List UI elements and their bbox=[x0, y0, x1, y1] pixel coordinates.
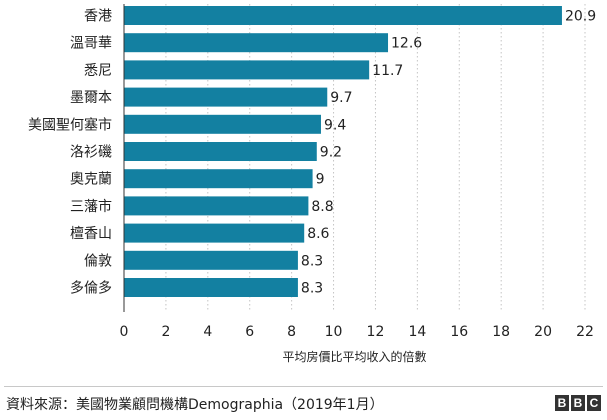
category-label: 香港 bbox=[84, 9, 112, 25]
value-label: 8.8 bbox=[311, 199, 333, 215]
value-labels: 20.9 12.6 11.7 9.7 9.4 9.2 9 8.8 8.6 8.3 8.3 bbox=[301, 9, 596, 297]
x-tick-label: 20 bbox=[534, 324, 552, 340]
category-label: 美國聖何塞市 bbox=[28, 116, 112, 133]
bars bbox=[124, 6, 562, 297]
bar bbox=[124, 278, 298, 297]
category-label: 墨爾本 bbox=[70, 90, 112, 106]
x-tick-label: 4 bbox=[203, 324, 212, 340]
bar bbox=[124, 142, 317, 161]
x-tick-label: 16 bbox=[450, 324, 468, 340]
bar bbox=[124, 114, 321, 134]
category-label: 奧克蘭 bbox=[70, 172, 112, 188]
bbc-logo-letter: C bbox=[587, 395, 601, 411]
value-label: 9.7 bbox=[330, 90, 352, 106]
bar bbox=[124, 223, 305, 243]
bbc-logo-letter: B bbox=[571, 395, 585, 411]
value-label: 8.3 bbox=[301, 281, 323, 297]
category-label: 檀香山 bbox=[70, 225, 112, 242]
bbc-logo-letter: B bbox=[555, 395, 569, 411]
value-label: 12.6 bbox=[391, 36, 422, 52]
bar bbox=[124, 196, 309, 216]
category-label: 溫哥華 bbox=[70, 36, 112, 52]
bar bbox=[124, 33, 389, 53]
x-tick-label: 18 bbox=[492, 324, 510, 340]
x-tick-label: 14 bbox=[408, 324, 426, 340]
x-tick-labels: 0 2 4 6 8 10 12 14 16 18 20 22 bbox=[120, 324, 594, 340]
x-tick-label: 22 bbox=[576, 324, 594, 340]
bar bbox=[124, 6, 562, 25]
category-label: 三藩市 bbox=[70, 198, 112, 215]
bar bbox=[124, 60, 370, 80]
value-label: 9 bbox=[316, 172, 325, 188]
value-label: 9.4 bbox=[324, 117, 346, 133]
source-note: 資料來源：美國物業顧問機構Demographia（2019年1月） bbox=[6, 397, 384, 413]
x-tick-label: 6 bbox=[245, 324, 254, 340]
x-tick-label: 12 bbox=[367, 324, 385, 340]
category-label: 多倫多 bbox=[70, 280, 112, 297]
x-tick-label: 2 bbox=[161, 324, 170, 340]
x-tick-label: 10 bbox=[325, 324, 343, 340]
category-label: 倫敦 bbox=[84, 253, 112, 269]
bbc-logo: B B C bbox=[555, 395, 601, 411]
x-axis-title: 平均房價比平均收入的倍數 bbox=[282, 349, 426, 364]
value-label: 20.9 bbox=[565, 9, 596, 25]
bar bbox=[124, 169, 313, 189]
value-label: 9.2 bbox=[320, 145, 342, 161]
value-label: 11.7 bbox=[372, 63, 403, 79]
bar bbox=[124, 87, 328, 107]
value-label: 8.3 bbox=[301, 253, 323, 269]
category-label: 悉尼 bbox=[84, 63, 112, 79]
x-tick-label: 0 bbox=[120, 324, 129, 340]
footer: 資料來源：美國物業顧問機構Demographia（2019年1月） B B C bbox=[4, 386, 603, 417]
value-label: 8.6 bbox=[307, 226, 329, 242]
x-tick-label: 8 bbox=[287, 324, 296, 340]
bar bbox=[124, 250, 298, 270]
category-label: 洛衫磯 bbox=[70, 145, 112, 161]
